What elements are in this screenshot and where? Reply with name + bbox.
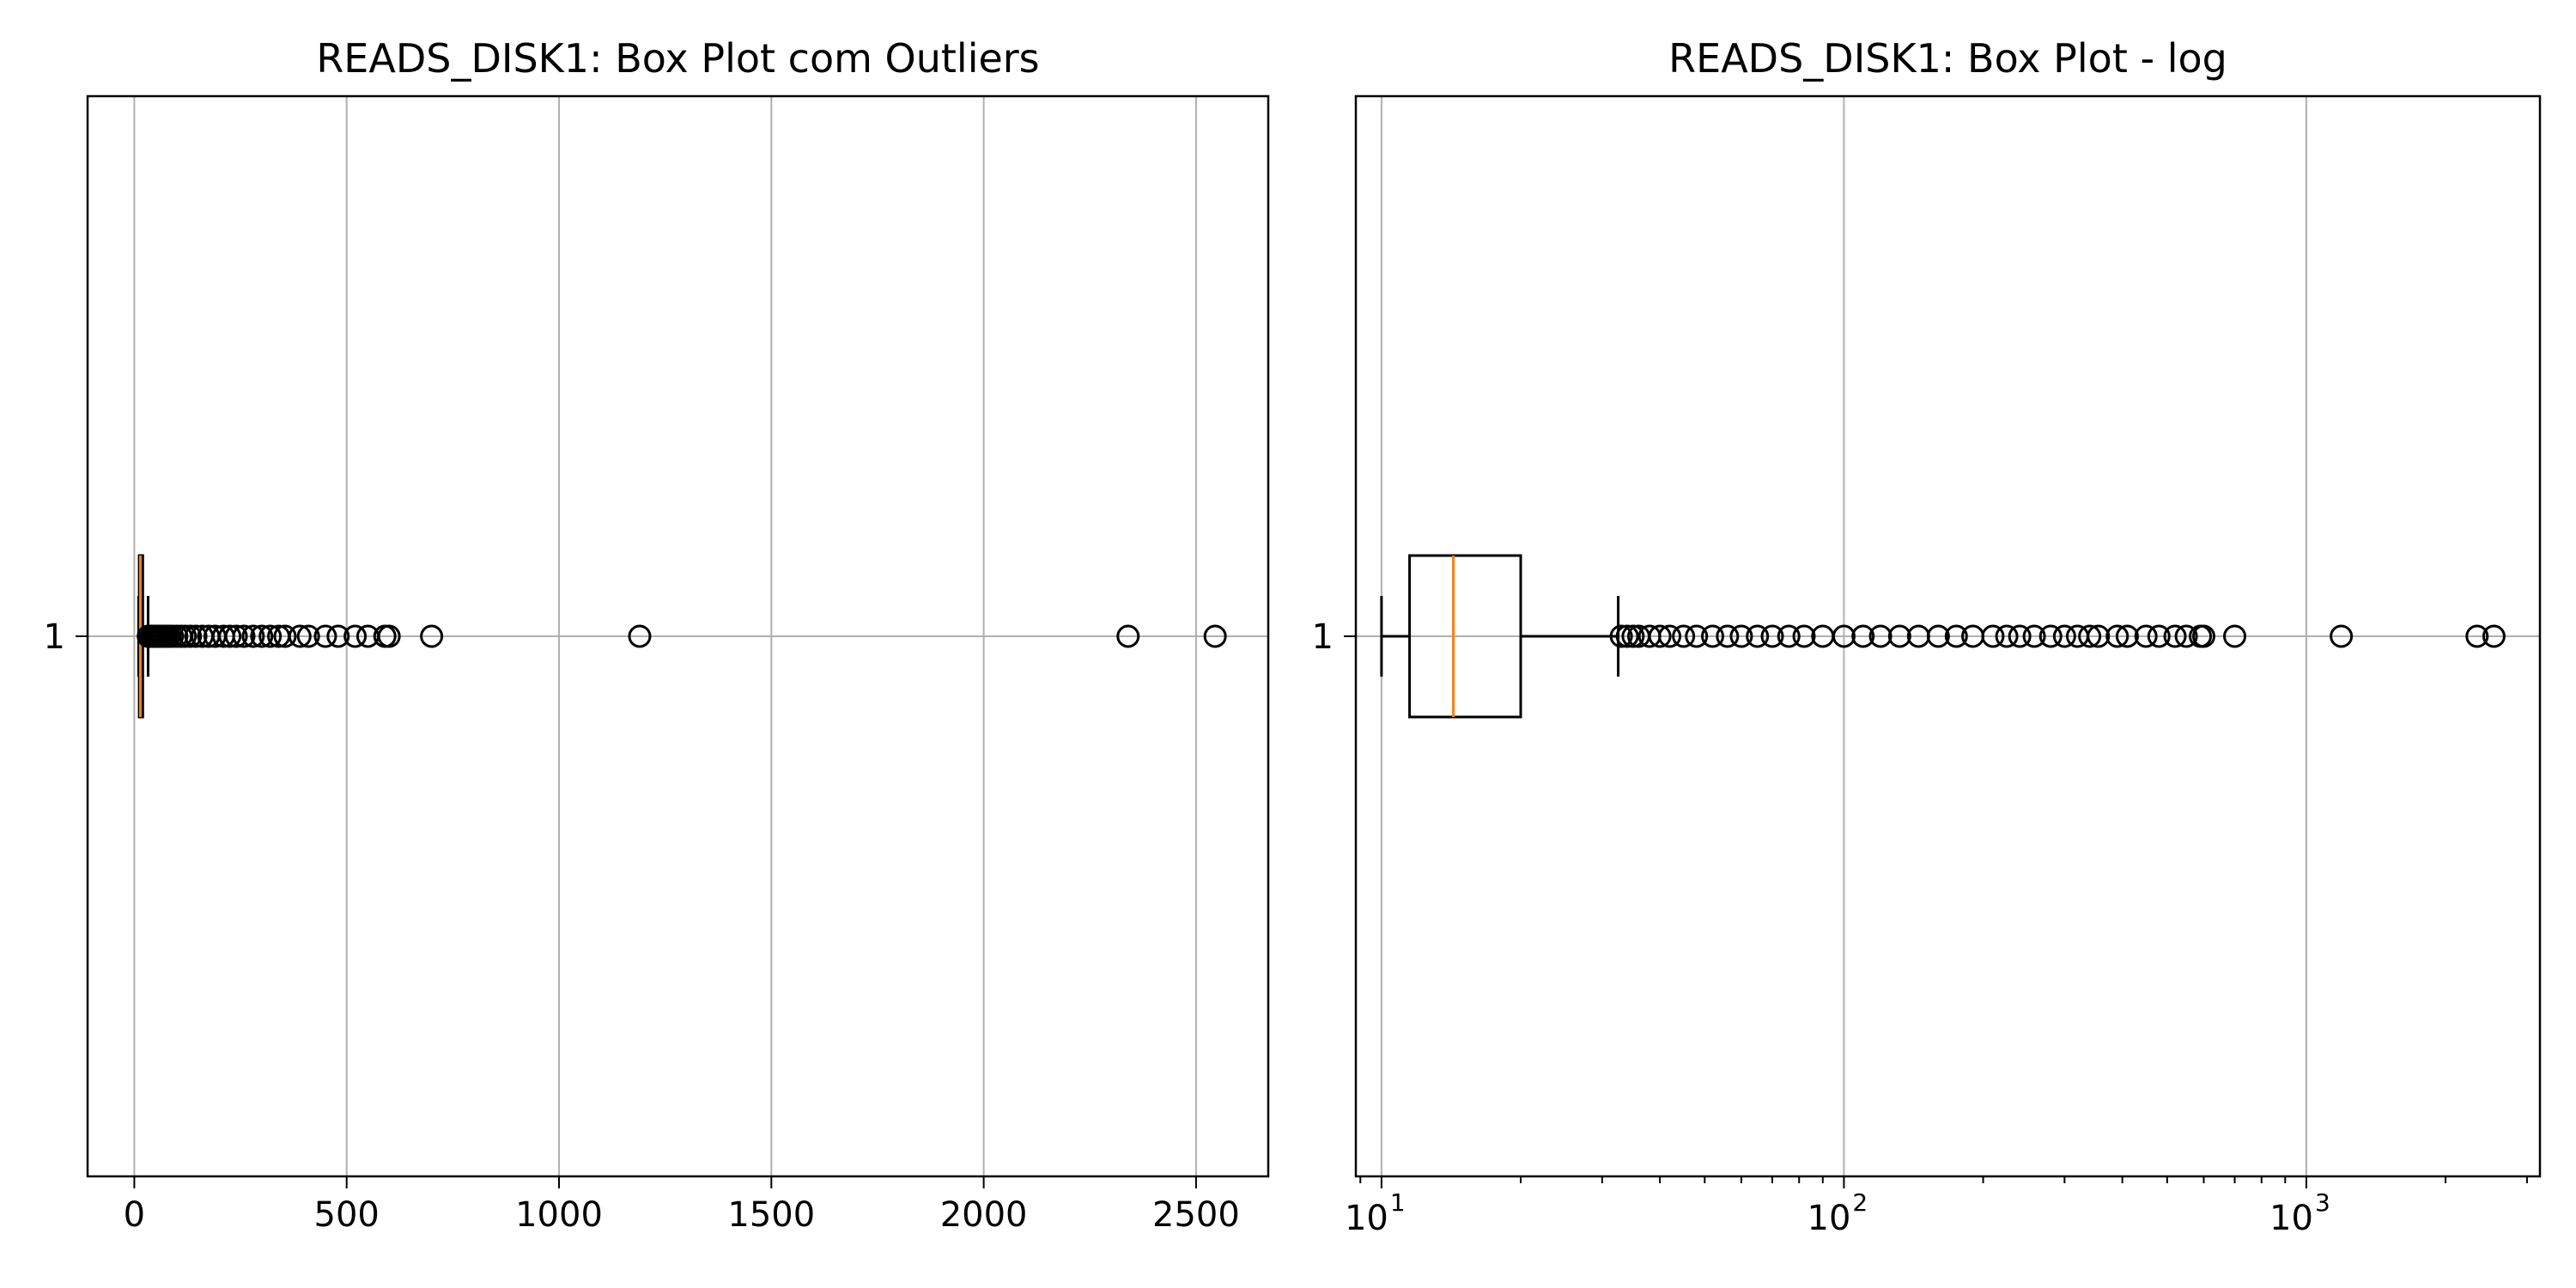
outlier-point bbox=[377, 624, 401, 648]
outlier-point bbox=[1729, 624, 1753, 648]
outlier-point bbox=[1648, 624, 1672, 648]
outlier-point bbox=[1700, 624, 1724, 648]
x-tick-label: 2500 bbox=[1152, 1195, 1240, 1235]
outlier-point bbox=[2134, 624, 2158, 648]
outlier-point bbox=[1203, 624, 1227, 648]
outlier-point bbox=[184, 624, 208, 648]
x-tick-label-exponent: 2 bbox=[1852, 1188, 1868, 1217]
outlier-point bbox=[1760, 624, 1784, 648]
outlier-point bbox=[2147, 624, 2171, 648]
x-tick-label: 1000 bbox=[515, 1195, 603, 1235]
outlier-point bbox=[2330, 624, 2354, 648]
outlier-point bbox=[420, 624, 444, 648]
outlier-point bbox=[224, 624, 248, 648]
outlier-point bbox=[2174, 624, 2198, 648]
x-tick-label: 2000 bbox=[940, 1195, 1028, 1235]
outlier-point bbox=[1832, 624, 1856, 648]
outlier-point bbox=[1851, 624, 1875, 648]
outlier-point bbox=[2105, 624, 2129, 648]
outlier-point bbox=[1995, 624, 2019, 648]
outlier-point bbox=[2087, 624, 2111, 648]
outlier-point bbox=[273, 624, 297, 648]
outlier-point bbox=[241, 624, 265, 648]
outlier-point bbox=[1944, 624, 1968, 648]
chart-title: READS_DISK1: Box Plot com Outliers bbox=[316, 35, 1039, 82]
outlier-point bbox=[1868, 624, 1893, 648]
outlier-point bbox=[2052, 624, 2076, 648]
outlier-point bbox=[326, 624, 350, 648]
outlier-point bbox=[232, 624, 256, 648]
outlier-point bbox=[2223, 624, 2247, 648]
outlier-point bbox=[2008, 624, 2032, 648]
y-tick-label: 1 bbox=[44, 617, 65, 657]
x-tick-label-exponent: 3 bbox=[2315, 1188, 2330, 1217]
outlier-point bbox=[1116, 624, 1140, 648]
subplot-1: READS_DISK1: Box Plot com Outliers 0 500 10… bbox=[44, 35, 1270, 1235]
outlier-point bbox=[2115, 624, 2139, 648]
outlier-point bbox=[2038, 624, 2063, 648]
x-tick-label: 1500 bbox=[727, 1195, 815, 1235]
outlier-point bbox=[313, 624, 337, 648]
outlier-point bbox=[1926, 624, 1950, 648]
box-iqr bbox=[1408, 554, 1522, 719]
x-tick-label: 0 bbox=[124, 1195, 145, 1235]
outlier-point bbox=[2191, 624, 2215, 648]
outlier-point bbox=[179, 624, 203, 648]
outlier-point bbox=[1609, 624, 1633, 648]
x-tick-label: 500 bbox=[314, 1195, 380, 1235]
outlier-point bbox=[2022, 624, 2046, 648]
outlier-point bbox=[288, 624, 312, 648]
outlier-point bbox=[2482, 624, 2506, 648]
outlier-point bbox=[1777, 624, 1801, 648]
x-tick-label-base: 10 bbox=[1345, 1199, 1388, 1238]
outlier-point bbox=[1887, 624, 1911, 648]
chart-title: READS_DISK1: Box Plot - log bbox=[1668, 35, 2227, 82]
outlier-point bbox=[2163, 624, 2187, 648]
outlier-point bbox=[2465, 624, 2489, 648]
x-tick-label-base: 10 bbox=[1807, 1199, 1851, 1238]
y-tick-label: 1 bbox=[1312, 617, 1334, 657]
outlier-point bbox=[343, 624, 368, 648]
outlier-point bbox=[218, 624, 242, 648]
x-tick-label-base: 10 bbox=[2269, 1199, 2313, 1238]
outlier-point bbox=[1746, 624, 1770, 648]
axes-frame bbox=[86, 94, 1270, 1178]
outlier-point bbox=[1981, 624, 2005, 648]
outlier-point bbox=[1615, 624, 1639, 648]
outlier-point bbox=[1685, 624, 1709, 648]
outlier-point bbox=[296, 624, 320, 648]
outlier-point bbox=[250, 624, 274, 648]
outlier-point bbox=[1658, 624, 1682, 648]
outlier-point bbox=[2078, 624, 2102, 648]
outlier-point bbox=[628, 624, 652, 648]
outlier-point bbox=[1672, 624, 1696, 648]
outlier-point bbox=[1621, 624, 1645, 648]
x-tick-label-exponent: 1 bbox=[1390, 1188, 1406, 1217]
outlier-point bbox=[1716, 624, 1740, 648]
outlier-point bbox=[1792, 624, 1816, 648]
outlier-point bbox=[258, 624, 283, 648]
axes-frame bbox=[1354, 94, 2542, 1178]
